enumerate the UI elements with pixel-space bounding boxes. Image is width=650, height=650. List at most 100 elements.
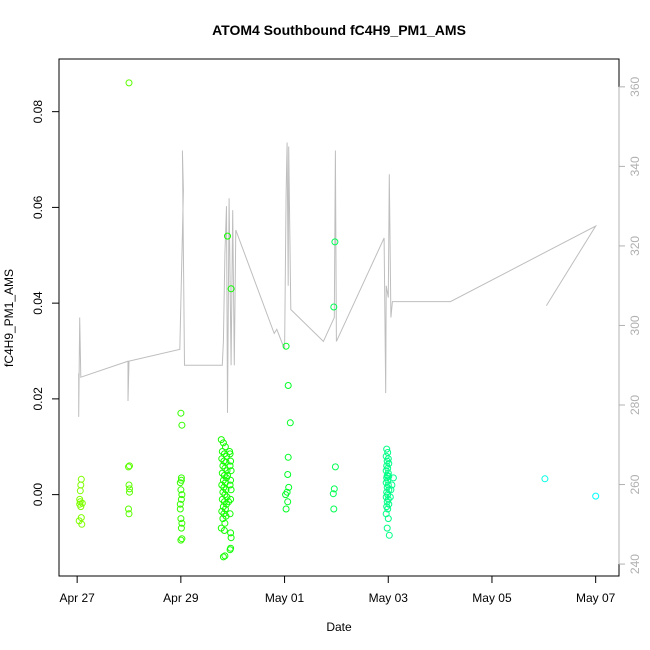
data-point — [176, 500, 184, 508]
data-point — [224, 232, 231, 240]
data-point — [384, 515, 392, 523]
y-axis-label: fC4H9_PM1_AMS — [2, 269, 16, 367]
data-point — [227, 544, 235, 552]
data-point — [178, 519, 186, 527]
right-tick-label: 320 — [628, 236, 642, 256]
data-point — [389, 474, 397, 482]
data-point — [284, 471, 292, 478]
data-point — [227, 486, 235, 494]
data-point — [177, 474, 185, 482]
data-point — [221, 519, 229, 527]
data-point — [176, 505, 184, 513]
series-line — [78, 142, 598, 417]
data-point — [227, 529, 235, 537]
data-point — [329, 490, 337, 498]
data-point — [178, 535, 186, 543]
data-point — [125, 510, 133, 518]
y-tick-label: 0.00 — [31, 483, 45, 507]
data-point — [226, 481, 234, 489]
x-tick-label: May 05 — [472, 591, 512, 605]
data-point — [385, 531, 393, 539]
y-tick-label: 0.06 — [31, 195, 45, 219]
data-point — [384, 449, 392, 456]
x-tick-label: May 01 — [265, 591, 305, 605]
data-point — [77, 475, 85, 483]
data-point — [387, 486, 395, 494]
y-axis: 0.00 0.02 0.04 0.06 0.08 — [31, 100, 60, 507]
data-point — [227, 467, 235, 475]
series-layer — [75, 79, 600, 561]
chart-title: ATOM4 Southbound fC4H9_PM1_AMS — [212, 22, 466, 38]
data-point — [178, 421, 186, 429]
data-point — [78, 520, 86, 528]
right-tick-label: 360 — [628, 77, 642, 97]
data-point — [177, 486, 185, 494]
data-point — [386, 493, 394, 501]
data-point — [77, 503, 85, 511]
data-point — [76, 495, 84, 503]
data-point — [282, 505, 290, 513]
data-point — [177, 524, 185, 532]
data-point — [383, 445, 391, 453]
data-point — [125, 505, 132, 513]
data-point — [227, 534, 235, 542]
y-tick-label: 0.08 — [31, 100, 45, 124]
data-point — [227, 457, 235, 465]
data-point — [125, 79, 133, 87]
data-point — [541, 475, 549, 483]
data-point — [284, 453, 292, 461]
data-point — [282, 342, 290, 350]
x-tick-label: May 07 — [576, 591, 616, 605]
data-point — [221, 443, 229, 451]
x-tick-label: Apr 27 — [59, 591, 95, 605]
data-point — [221, 505, 229, 513]
data-point — [227, 285, 235, 293]
data-point — [76, 487, 84, 495]
data-point — [592, 492, 600, 500]
data-point — [219, 439, 227, 447]
right-axis: 240 260 280 300 320 340 360 — [618, 77, 642, 574]
data-point — [125, 481, 133, 489]
data-point — [384, 505, 392, 513]
right-tick-label: 280 — [628, 395, 642, 415]
data-point — [177, 515, 185, 523]
data-point — [330, 485, 338, 493]
data-point — [220, 527, 228, 534]
data-point — [126, 488, 133, 496]
data-point — [226, 462, 234, 470]
data-point — [330, 303, 338, 311]
data-point — [286, 419, 294, 427]
data-point — [284, 498, 292, 506]
right-tick-label: 340 — [628, 156, 642, 176]
data-point — [382, 479, 390, 487]
data-point — [330, 505, 338, 513]
data-point — [226, 510, 234, 518]
data-point — [125, 463, 132, 471]
plot-frame — [58, 58, 620, 577]
data-point — [177, 495, 185, 503]
data-point — [77, 481, 85, 489]
data-point — [285, 483, 293, 491]
data-point — [226, 448, 234, 455]
y-tick-label: 0.04 — [31, 291, 45, 315]
data-point — [219, 515, 227, 523]
right-tick-label: 300 — [628, 315, 642, 335]
data-point — [178, 491, 186, 499]
data-point — [227, 476, 235, 484]
y-tick-label: 0.02 — [31, 387, 45, 411]
data-point — [331, 238, 339, 246]
x-axis-label: Date — [326, 620, 352, 634]
data-point — [177, 409, 185, 417]
data-point — [126, 462, 133, 470]
data-point — [177, 536, 185, 544]
data-point — [177, 476, 185, 484]
data-point — [388, 481, 396, 489]
data-point — [282, 491, 290, 499]
x-tick-label: May 03 — [369, 591, 409, 605]
data-point — [126, 485, 133, 493]
right-tick-label: 260 — [628, 474, 642, 494]
data-point — [227, 495, 235, 503]
data-point — [219, 553, 227, 561]
data-point — [224, 472, 231, 479]
